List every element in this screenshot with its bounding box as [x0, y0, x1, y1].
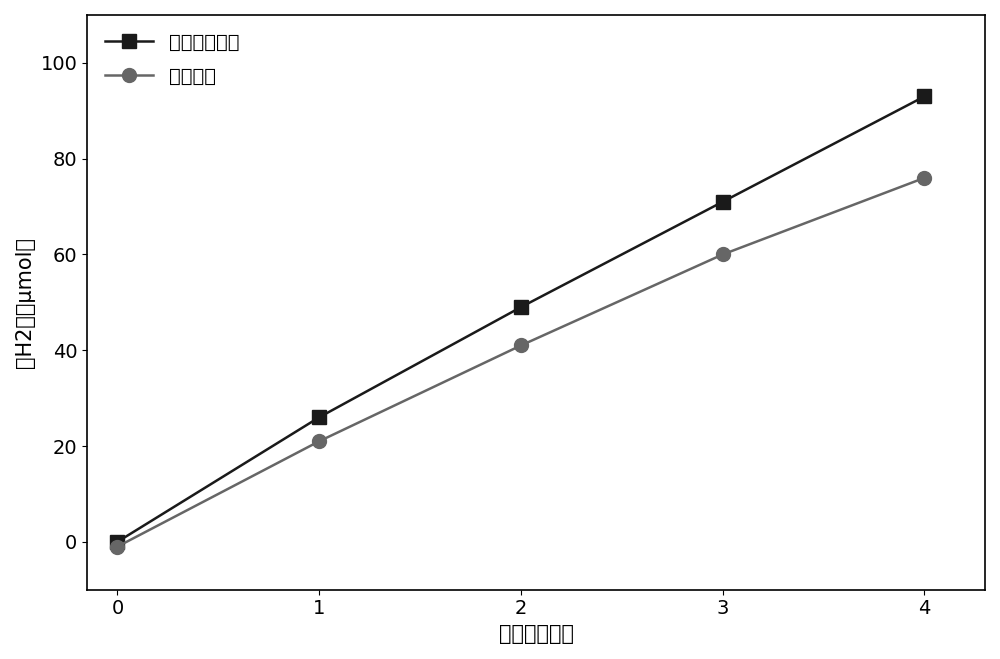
- Y-axis label: 产H2量（μmol）: 产H2量（μmol）: [15, 237, 35, 368]
- X-axis label: 时间（小时）: 时间（小时）: [499, 624, 574, 644]
- Legend: 空心球状粉体, 常规粉体: 空心球状粉体, 常规粉体: [97, 25, 247, 94]
